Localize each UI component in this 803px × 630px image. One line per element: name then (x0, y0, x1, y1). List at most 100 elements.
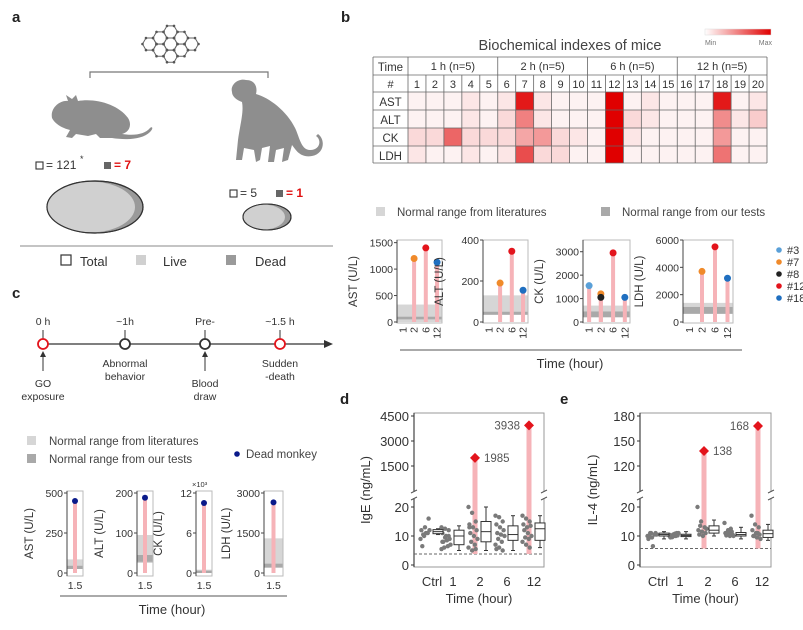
data-point (493, 513, 498, 518)
data-point (523, 516, 529, 521)
heatmap-column-label: 4 (468, 79, 474, 91)
y-tick-label: 100 (115, 528, 133, 540)
heatmap-cell (533, 128, 552, 146)
outlier-diamond (699, 446, 709, 456)
data-point (654, 532, 659, 537)
y-axis-label: ALT (U/L) (94, 509, 106, 558)
legend-mouse-dot (776, 247, 782, 253)
x-tick-label: Ctrl (422, 574, 442, 589)
monkey-live-ellipse (243, 204, 285, 230)
heatmap-cell (569, 110, 588, 128)
heatmap-cell (569, 92, 588, 110)
timeline-time-label: Pre- (195, 316, 215, 328)
heatmap-column-label: 9 (558, 79, 564, 91)
lollipop-stem (73, 501, 77, 573)
graphene-icon (141, 24, 200, 64)
lollipop-stem (598, 297, 603, 322)
timeline-time-label: ~1h (116, 316, 134, 328)
heatmap-cell (408, 146, 426, 163)
data-point (521, 522, 526, 527)
x-tick-label: 1 (676, 574, 683, 589)
lollipop-point (201, 500, 207, 506)
panel-label-e: e (560, 391, 568, 408)
timeline-event-label: -death (265, 371, 295, 383)
heatmap-cell (479, 110, 498, 128)
heatmap-cell (497, 92, 516, 110)
y-tick-label: 20 (395, 500, 409, 515)
data-point (758, 536, 763, 542)
total-square-icon (35, 161, 44, 170)
heatmap-cell (731, 110, 750, 128)
heatmap-cell (641, 128, 660, 146)
y-tick-label: 500 (375, 291, 393, 303)
lollipop-point (496, 279, 504, 287)
data-point (500, 519, 505, 524)
x-tick-label: 6 (506, 327, 518, 333)
y-axis-label: LDH (U/L) (221, 507, 233, 559)
heatmap-cell (443, 110, 462, 128)
x-tick-label: 12 (518, 327, 530, 339)
mouse-live-ellipse (47, 181, 135, 233)
legend-mouse-dot (776, 259, 782, 265)
heatmap-cell (641, 92, 660, 110)
data-point (525, 530, 531, 536)
lollipop-point (422, 244, 430, 252)
heatmap-group-label: 6 h (n=5) (610, 61, 654, 73)
axis-break-mark (540, 489, 548, 501)
y-tick-label: 6 (186, 528, 192, 540)
x-tick-label: Ctrl (648, 574, 668, 589)
legend-dead-monkey-label: Dead monkey (246, 449, 317, 461)
heatmap-cell (641, 110, 660, 128)
lollipop-point (724, 274, 731, 282)
y-tick-label: 0 (402, 558, 409, 573)
y-tick-label: 3000 (556, 247, 580, 259)
heatmap-cell (569, 146, 588, 163)
data-point (494, 522, 499, 527)
y-tick-label: 0 (628, 558, 635, 573)
box (507, 525, 519, 541)
heatmap-cell (497, 110, 516, 128)
legend-mouse-dot (776, 283, 782, 289)
outlier-diamond (470, 452, 480, 463)
total-square-icon (229, 189, 238, 198)
heatmap-cell (533, 92, 552, 110)
y-tick-label: 0 (573, 317, 579, 329)
y-tick-label: 250 (45, 528, 63, 540)
data-point (696, 528, 701, 533)
heatmap-column-label: 13 (626, 79, 638, 91)
normal-range-literature (583, 305, 630, 315)
x-tick-label: 1 (449, 574, 456, 589)
x-tick-label: 2 (409, 327, 421, 333)
x-tick-label: 12 (432, 327, 444, 339)
heatmap-column-label: 15 (662, 79, 674, 91)
data-point (474, 528, 479, 533)
y-tick-label: 4500 (380, 409, 409, 424)
box (534, 522, 546, 541)
data-point (421, 532, 426, 537)
heatmap-column-label: 5 (486, 79, 492, 91)
panel-label-a: a (12, 9, 21, 26)
legend-dead-monkey-dot (234, 451, 240, 457)
heatmap-cell (515, 110, 534, 128)
data-point (469, 539, 474, 544)
y-tick-label: 10 (621, 529, 635, 544)
y-tick-label: 1500 (380, 459, 409, 474)
heatmap-cell (731, 128, 750, 146)
lollipop-stem (498, 283, 503, 322)
y-tick-label: 3000 (380, 434, 409, 449)
heatmap-cell (623, 110, 642, 128)
data-point (470, 525, 476, 530)
heatmap-cell (695, 110, 714, 128)
heatmap-column-label: 12 (608, 79, 620, 91)
x-axis-label: Time (hour) (446, 591, 513, 606)
data-point (473, 519, 478, 524)
data-point (442, 535, 448, 540)
y-tick-label: 0 (254, 568, 260, 580)
lollipop-stem (143, 497, 147, 573)
lollipop-stem (611, 252, 616, 322)
timeline-event-marker (37, 338, 49, 350)
